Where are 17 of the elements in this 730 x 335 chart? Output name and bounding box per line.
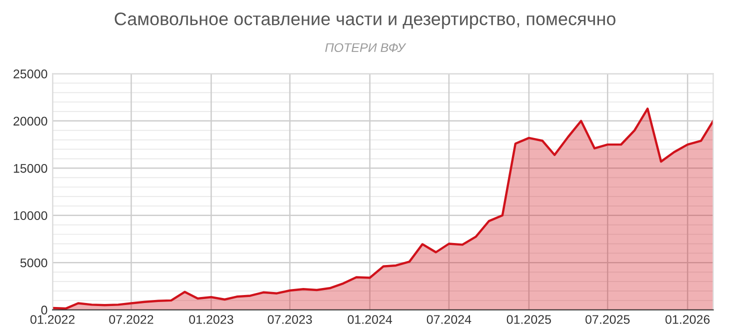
x-tick-label: 01.2022 [30, 315, 75, 324]
x-tick-label: 01.2025 [506, 315, 551, 324]
x-tick-label: 07.2022 [109, 315, 154, 324]
x-tick-label: 07.2023 [268, 315, 312, 324]
chart-title: Самовольное оставление части и дезертирство, помесячно [114, 12, 616, 29]
x-tick-label: 01.2026 [665, 315, 710, 324]
y-tick-label: 25000 [14, 70, 48, 78]
y-tick-label: 15000 [14, 164, 48, 173]
x-tick-label: 07.2024 [426, 315, 472, 324]
y-tick-label: 10000 [14, 211, 48, 220]
y-tick-label: 5000 [20, 258, 48, 268]
y-tick-label: 20000 [14, 116, 48, 126]
y-tick-label: 0 [41, 306, 48, 315]
x-tick-label: 07.2025 [585, 315, 630, 324]
x-tick-label: 01.2023 [189, 315, 234, 324]
x-tick-label: 01.2024 [348, 315, 392, 324]
chart-subtitle: ПОТЕРИ ВФУ [325, 43, 406, 52]
